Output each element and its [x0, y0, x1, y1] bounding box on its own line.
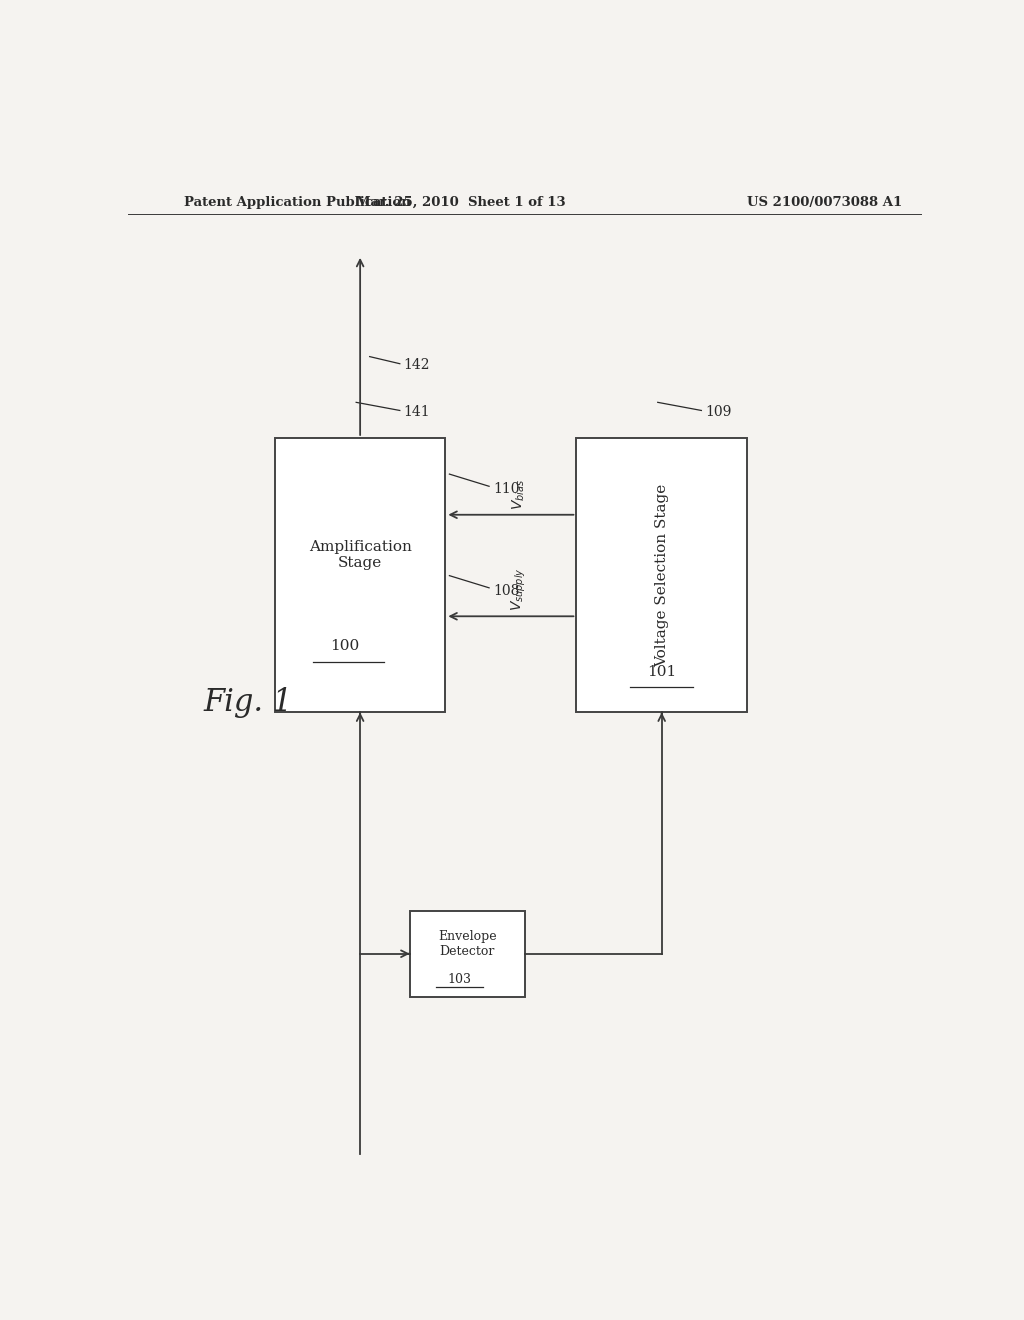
Text: 141: 141 — [403, 405, 430, 420]
Bar — [410, 911, 525, 997]
Text: Fig. 1: Fig. 1 — [204, 686, 293, 718]
Bar — [577, 438, 748, 713]
Text: 142: 142 — [403, 358, 430, 372]
Text: 101: 101 — [647, 665, 676, 678]
Text: 100: 100 — [330, 639, 358, 653]
Text: Patent Application Publication: Patent Application Publication — [183, 195, 411, 209]
Text: $V_{supply}$: $V_{supply}$ — [510, 568, 528, 611]
Text: Amplification
Stage: Amplification Stage — [308, 540, 412, 570]
Text: 109: 109 — [706, 405, 732, 420]
Text: 108: 108 — [494, 583, 519, 598]
Text: 103: 103 — [447, 973, 471, 986]
Bar — [274, 438, 445, 713]
Text: Envelope
Detector: Envelope Detector — [438, 929, 497, 957]
Text: 110: 110 — [494, 482, 519, 496]
Text: $V_{bias}$: $V_{bias}$ — [511, 478, 527, 510]
Text: Voltage Selection Stage: Voltage Selection Stage — [654, 483, 669, 667]
Text: Mar. 25, 2010  Sheet 1 of 13: Mar. 25, 2010 Sheet 1 of 13 — [356, 195, 566, 209]
Text: US 2100/0073088 A1: US 2100/0073088 A1 — [748, 195, 902, 209]
